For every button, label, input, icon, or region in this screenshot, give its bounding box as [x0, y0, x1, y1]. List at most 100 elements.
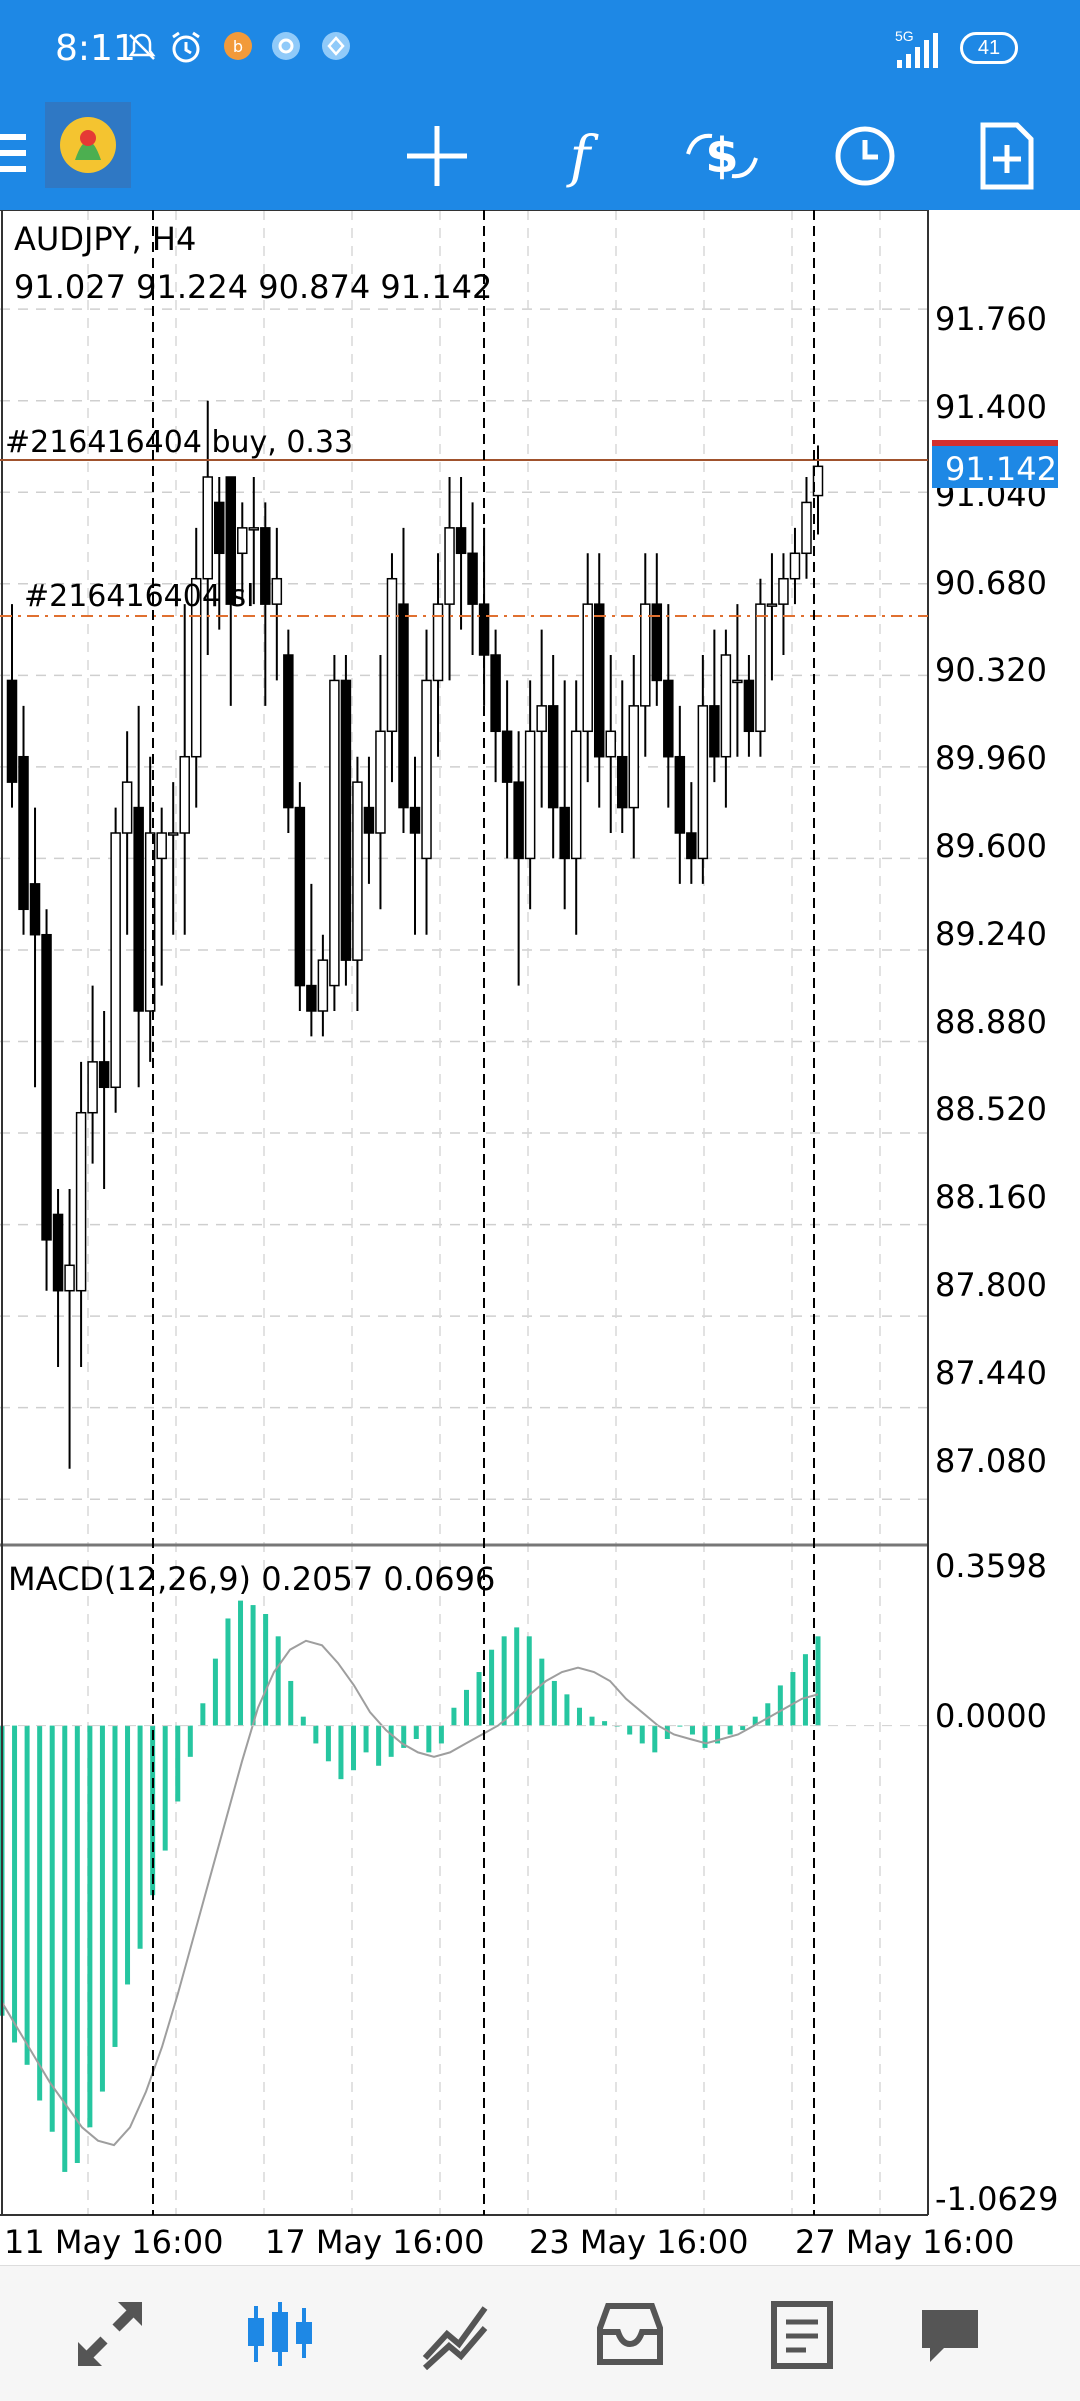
price-tick: 88.160	[935, 1178, 1047, 1216]
new-order-icon	[980, 122, 1034, 190]
order-line-label: #216416404 buy, 0.33	[5, 425, 353, 460]
macd-bar	[24, 1725, 30, 2065]
candle	[121, 731, 133, 935]
bell-muted-icon	[128, 33, 156, 60]
price-tick: 87.080	[935, 1442, 1047, 1480]
macd-bar	[451, 1707, 457, 1726]
macd-bar	[627, 1725, 633, 1735]
price-tick: 88.880	[935, 1003, 1047, 1041]
macd-bar	[87, 1725, 93, 2128]
macd-bar	[313, 1725, 319, 1744]
quotes-arrows-icon	[78, 2302, 142, 2366]
app-notification-icon-2	[272, 32, 300, 60]
candle	[202, 400, 213, 655]
nav-quotes[interactable]	[70, 2294, 150, 2374]
function-icon: f	[566, 125, 600, 188]
candle	[697, 655, 709, 884]
symbol-change-icon: $	[686, 128, 758, 184]
macd-bar	[388, 1725, 394, 1757]
chart-toolbar: f $	[0, 100, 1080, 210]
candle	[663, 604, 674, 808]
nav-news[interactable]	[762, 2294, 842, 2374]
macd-bar	[112, 1725, 118, 2047]
candle	[398, 527, 409, 833]
candle	[778, 553, 789, 655]
new-order-button[interactable]	[965, 114, 1049, 198]
candle	[144, 756, 156, 1062]
chart-area[interactable]: AUDJPY, H4 91.027 91.224 90.874 91.142 #…	[0, 209, 1080, 2265]
macd-bar	[752, 1716, 758, 1726]
macd-bar	[263, 1614, 269, 1726]
status-time: 8:11	[55, 28, 136, 69]
macd-bar	[137, 1725, 143, 1949]
macd-bar	[602, 1721, 608, 1726]
candle	[628, 655, 640, 859]
menu-icon[interactable]	[0, 130, 30, 176]
candle	[605, 655, 616, 833]
candle	[190, 527, 202, 808]
nav-history[interactable]	[590, 2294, 670, 2374]
candlestick-icon	[248, 2302, 312, 2366]
svg-text:f: f	[566, 125, 600, 188]
candle	[375, 655, 386, 910]
macd-bar	[463, 1689, 469, 1726]
macd-bar	[37, 1725, 43, 2101]
price-tick: 89.240	[935, 915, 1047, 953]
candle	[467, 502, 478, 655]
candle	[674, 705, 686, 884]
macd-bar	[740, 1725, 746, 1731]
price-tick: 91.760	[935, 300, 1047, 338]
macd-bar	[99, 1725, 105, 2092]
symbol-button[interactable]: $	[680, 114, 764, 198]
candle	[317, 934, 329, 1037]
status-bar: 8:11 b 5G 41	[0, 0, 1080, 100]
crosshair-button[interactable]	[395, 114, 479, 198]
price-chart[interactable]: AUDJPY, H4 91.027 91.224 90.874 91.142 #…	[0, 209, 1080, 2265]
indicators-button[interactable]: f	[538, 114, 622, 198]
candle	[225, 476, 237, 706]
macd-bar	[489, 1649, 495, 1726]
macd-bar	[639, 1725, 645, 1744]
candle	[156, 807, 167, 986]
candle	[570, 680, 582, 935]
price-tick: 89.600	[935, 827, 1047, 865]
metatrader-logo[interactable]	[45, 102, 131, 188]
macd-tick: -1.0629	[935, 2180, 1059, 2218]
nav-trade[interactable]	[415, 2294, 495, 2374]
time-tick: 23 May 16:00	[529, 2223, 748, 2261]
candle	[455, 477, 467, 630]
macd-label: MACD(12,26,9) 0.2057 0.0696	[8, 1560, 495, 1598]
candle	[167, 782, 179, 935]
ohlc-label: 91.027 91.224 90.874 91.142	[14, 268, 492, 306]
candle	[75, 1061, 87, 1367]
candle	[386, 553, 398, 783]
candle	[789, 527, 801, 605]
candle	[501, 680, 513, 859]
candle	[283, 629, 294, 833]
nav-chart[interactable]	[240, 2294, 320, 2374]
macd-bar	[175, 1725, 181, 1802]
macd-bar	[551, 1680, 557, 1726]
candle	[801, 477, 812, 579]
macd-bar	[438, 1725, 444, 1744]
alarm-icon	[172, 31, 200, 63]
macd-bar	[162, 1725, 168, 1851]
candle	[524, 680, 536, 910]
time-tick: 17 May 16:00	[265, 2223, 484, 2261]
nav-messages[interactable]	[910, 2294, 990, 2374]
candle	[617, 680, 628, 833]
macd-bar	[338, 1725, 344, 1780]
macd-bar	[74, 1725, 80, 2163]
candle	[432, 553, 444, 757]
candle	[490, 629, 501, 783]
macd-bar	[363, 1725, 369, 1753]
candle	[64, 1189, 75, 1469]
timeframe-button[interactable]	[823, 114, 907, 198]
candle	[421, 629, 432, 935]
macd-tick: 0.0000	[935, 1697, 1047, 1735]
candle	[640, 553, 651, 757]
candle	[363, 756, 375, 884]
bottom-navigation	[0, 2265, 1080, 2401]
price-tick: 90.320	[935, 651, 1047, 689]
macd-bar	[815, 1636, 821, 1726]
